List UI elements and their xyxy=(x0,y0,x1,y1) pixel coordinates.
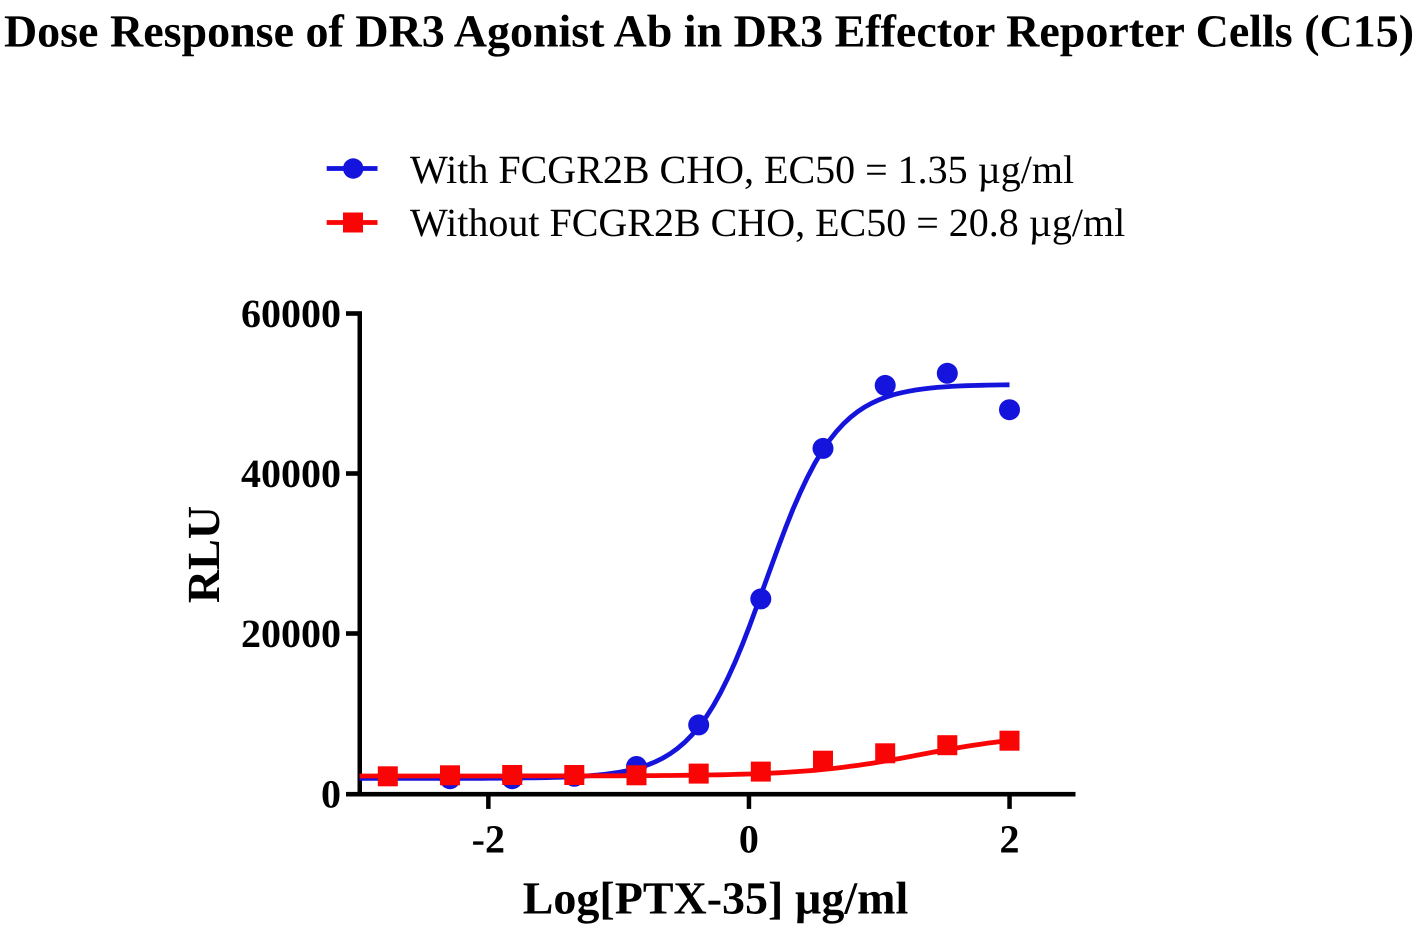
svg-text:0: 0 xyxy=(321,772,341,817)
svg-text:20000: 20000 xyxy=(241,611,341,656)
svg-text:With FCGR2B CHO, EC50 = 1.35 µ: With FCGR2B CHO, EC50 = 1.35 µg/ml xyxy=(410,147,1074,192)
svg-text:2: 2 xyxy=(1000,817,1020,862)
svg-text:60000: 60000 xyxy=(241,291,341,336)
svg-text:-2: -2 xyxy=(472,817,505,862)
svg-text:Without FCGR2B CHO, EC50 = 20.: Without FCGR2B CHO, EC50 = 20.8 µg/ml xyxy=(410,200,1125,245)
svg-text:Dose Response of DR3 Agonist A: Dose Response of DR3 Agonist Ab in DR3 E… xyxy=(4,6,1414,58)
svg-text:Log[PTX-35] µg/ml: Log[PTX-35] µg/ml xyxy=(523,873,909,925)
svg-text:RLU: RLU xyxy=(178,506,229,603)
svg-text:0: 0 xyxy=(739,817,759,862)
svg-text:40000: 40000 xyxy=(241,451,341,496)
